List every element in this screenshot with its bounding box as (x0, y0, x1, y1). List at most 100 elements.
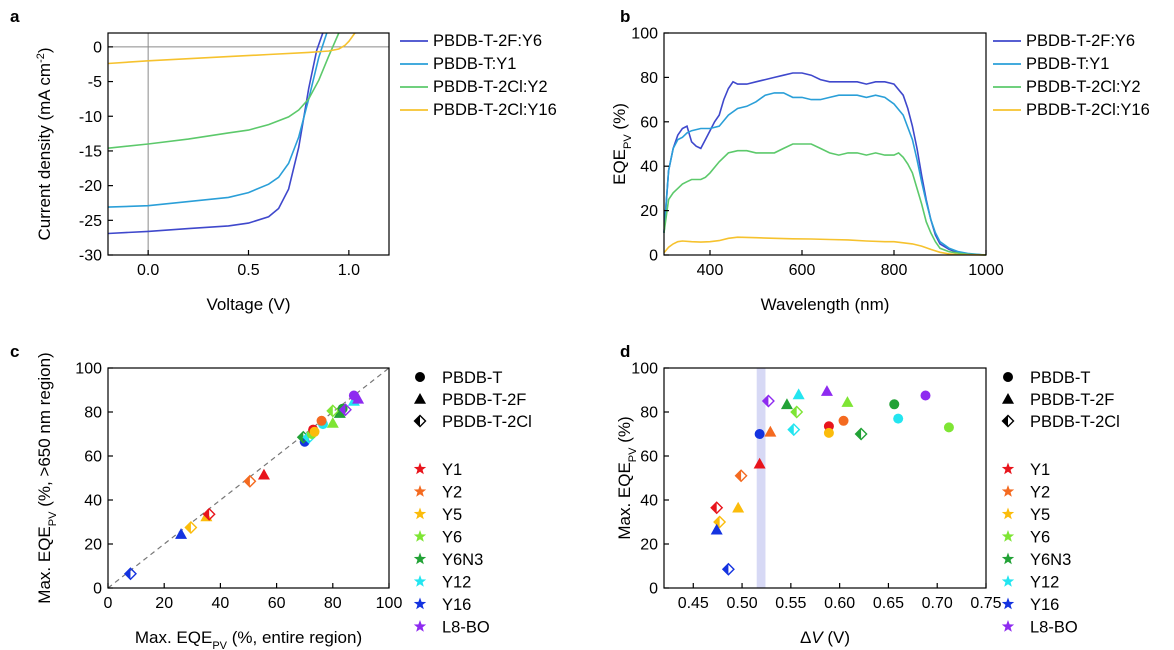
data-point-Y16 (710, 523, 723, 535)
y-tick-label-a: 0 (93, 39, 102, 56)
x-axis-label-c: Max. EQEPV (%, entire region) (135, 628, 362, 650)
y-tick-label-c: 80 (84, 405, 102, 422)
y-tick-label-a: -25 (79, 213, 102, 230)
legend-star-d (1001, 485, 1015, 497)
plot-frame-d (663, 367, 987, 589)
legend-label-b: PBDB-T-2Cl:Y16 (1026, 101, 1150, 119)
diamond-fill (203, 508, 210, 520)
x-tick-label-d: 0.50 (726, 595, 757, 612)
legend-star-c (413, 575, 427, 587)
legend-label-c: L8-BO (442, 619, 490, 637)
legend-marker-c (415, 372, 425, 382)
legend-label-a: PBDB-T-2Cl:Y16 (433, 101, 557, 119)
x-axis-label-b: Wavelength (nm) (761, 295, 890, 314)
data-point-Y6N3 (780, 398, 793, 410)
data-point-Y2 (734, 469, 748, 483)
legend-marker-c (414, 393, 426, 404)
jv-curve-PBDB-T:Y1 (108, 33, 328, 208)
legend-star-d (1001, 507, 1015, 520)
data-point-Y5 (823, 427, 834, 438)
legend-label-c: Y12 (442, 574, 471, 592)
x-tick-label-a: 1.0 (338, 262, 360, 279)
legend-label-c: PBDB-T (442, 369, 503, 387)
legend-label-c: Y1 (442, 461, 462, 479)
eqe-curve-PBDB-T-2Cl:Y2 (663, 143, 987, 256)
x-tick-label-d: 0.60 (824, 595, 855, 612)
y-tick-label-d: 40 (640, 493, 658, 510)
x-tick-label-b: 400 (697, 262, 724, 279)
y-axis-label-d: Max. EQEPV (%) (615, 416, 639, 539)
diamond-outline (787, 423, 801, 437)
panel-label-d: d (620, 342, 630, 361)
legend-star-c (413, 552, 427, 565)
series-group-a (108, 33, 356, 235)
x-tick-label-b: 1000 (968, 262, 1004, 279)
x-tick-label-d: 0.55 (775, 595, 806, 612)
panel-label-a: a (10, 7, 20, 26)
legend-label-d: Y5 (1030, 506, 1050, 524)
plot-frame-b (663, 32, 987, 256)
legend-marker-c (413, 414, 427, 428)
diamond-outline (713, 515, 727, 529)
diamond-outline (710, 501, 724, 515)
y-tick-label-d: 100 (631, 361, 658, 378)
panel-label-c: c (10, 342, 19, 361)
legend-label-b: PBDB-T-2Cl:Y2 (1026, 78, 1141, 96)
data-point-Y6 (790, 405, 804, 419)
data-point-Y2 (764, 425, 777, 437)
x-tick-label-b: 800 (881, 262, 908, 279)
data-point-Y12 (893, 413, 904, 424)
diamond-outline (1001, 414, 1015, 428)
data-point-Y2 (243, 474, 257, 488)
x-tick-label-d: 0.45 (678, 595, 709, 612)
eqe-curve-PBDB-T-2F:Y6 (663, 72, 987, 256)
data-point-Y5 (713, 515, 727, 529)
data-point-Y5 (309, 426, 320, 437)
diamond-fill (791, 406, 797, 418)
y-tick-label-b: 100 (631, 26, 658, 43)
y-tick-label-a: -10 (79, 109, 102, 126)
x-tick-label-a: 0.5 (237, 262, 259, 279)
diamond-fill (1002, 415, 1008, 427)
legend-label-c: PBDB-T-2F (442, 391, 526, 409)
legend-label-a: PBDB-T:Y1 (433, 55, 516, 73)
diamond-fill (414, 415, 420, 427)
y-tick-label-b: 40 (640, 159, 658, 176)
data-point-Y1 (710, 501, 724, 515)
data-point-Y6N3 (889, 399, 900, 410)
legend-label-a: PBDB-T-2Cl:Y2 (433, 78, 548, 96)
data-point-L8-BO (352, 392, 365, 404)
data-point-Y1 (753, 457, 766, 469)
x-axis-label-a: Voltage (V) (206, 295, 290, 314)
y-tick-label-a: -5 (88, 74, 102, 91)
x-tick-label-a: 0.0 (137, 262, 159, 279)
legend-label-b: PBDB-T-2F:Y6 (1026, 32, 1135, 50)
legend-star-d (1001, 552, 1015, 565)
data-point-Y2 (838, 415, 849, 426)
panel-label-b: b (620, 7, 630, 26)
diamond-outline (123, 567, 137, 581)
jv-curve-PBDB-T-2Cl:Y2 (108, 33, 340, 149)
legend-star-d (1001, 462, 1015, 475)
legend-label-d: Y12 (1030, 574, 1059, 592)
x-tick-label-b: 600 (789, 262, 816, 279)
x-tick-label-d: 0.70 (922, 595, 953, 612)
diamond-fill (788, 424, 794, 436)
diamond-outline (761, 394, 775, 408)
data-point-L8-BO (820, 385, 833, 396)
diamond-fill (855, 428, 862, 440)
data-point-Y16 (721, 562, 735, 576)
x-tick-label-c: 20 (155, 595, 173, 612)
y-tick-label-b: 60 (640, 114, 658, 131)
legend-marker-d (1003, 372, 1013, 382)
plot-frame-c (107, 367, 390, 589)
y-tick-label-b: 80 (640, 70, 658, 87)
y-tick-label-c: 100 (75, 361, 102, 378)
legend-label-c: Y6 (442, 529, 462, 547)
legend-star-d (1001, 620, 1015, 632)
data-point-Y16 (754, 429, 765, 439)
data-point-Y6 (841, 396, 854, 407)
diamond-fill (735, 470, 742, 482)
data-point-Y6 (326, 404, 340, 418)
